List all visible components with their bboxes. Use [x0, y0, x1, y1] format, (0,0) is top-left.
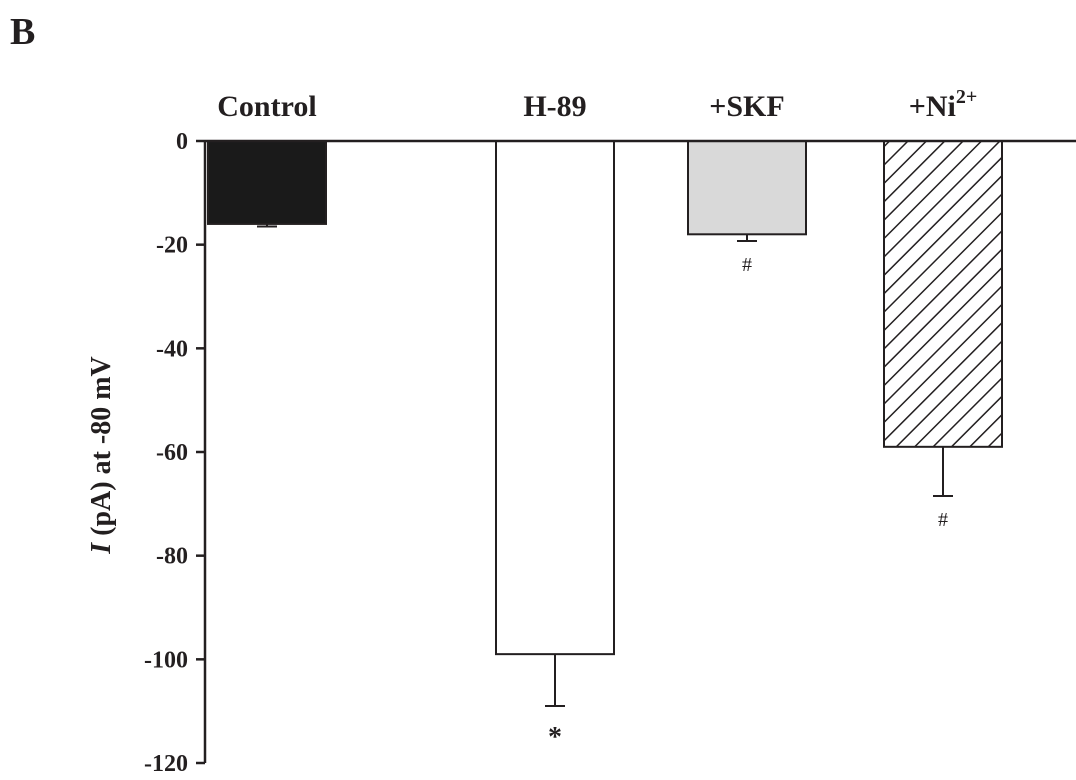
bars-group: [207, 140, 1003, 656]
category-label: +SKF: [709, 90, 784, 123]
y-tick-label: -60: [156, 440, 188, 466]
bar: [687, 140, 807, 236]
category-label-text: +SKF: [709, 90, 784, 123]
y-axis-label-symbol: I: [86, 542, 117, 555]
y-axis-label-text: (pA) at -80 mV: [86, 356, 117, 543]
bar: [207, 140, 327, 225]
y-tick-label: -20: [156, 233, 188, 259]
y-tick-label: -40: [156, 336, 188, 362]
significance-mark: #: [938, 509, 948, 531]
category-label: H-89: [523, 90, 586, 123]
category-labels-group: Control H-89 +SKF +Ni2+: [217, 86, 977, 123]
bar: [883, 140, 1003, 448]
category-label: +Ni2+: [909, 86, 978, 123]
category-label-text: +Ni: [909, 90, 956, 123]
significance-marks-group: * # #: [548, 254, 948, 753]
category-label: Control: [217, 90, 316, 123]
category-label-text: Control: [217, 90, 316, 123]
y-tick-label: -120: [144, 751, 188, 777]
significance-mark: *: [548, 722, 562, 753]
category-label-text: H-89: [523, 90, 586, 123]
y-tick-label: -100: [144, 647, 188, 673]
panel-label: B: [10, 11, 35, 53]
y-ticks-group: 0 -20 -40 -60 -80 -100 -120: [144, 129, 205, 777]
bar: [495, 140, 615, 656]
category-label-superscript: 2+: [956, 86, 977, 108]
y-tick-label: -80: [156, 544, 188, 570]
significance-mark: #: [742, 254, 752, 276]
y-axis-label: I (pA) at -80 mV: [86, 356, 117, 555]
y-tick-label: 0: [176, 129, 188, 155]
error-bars-group: [257, 223, 953, 707]
